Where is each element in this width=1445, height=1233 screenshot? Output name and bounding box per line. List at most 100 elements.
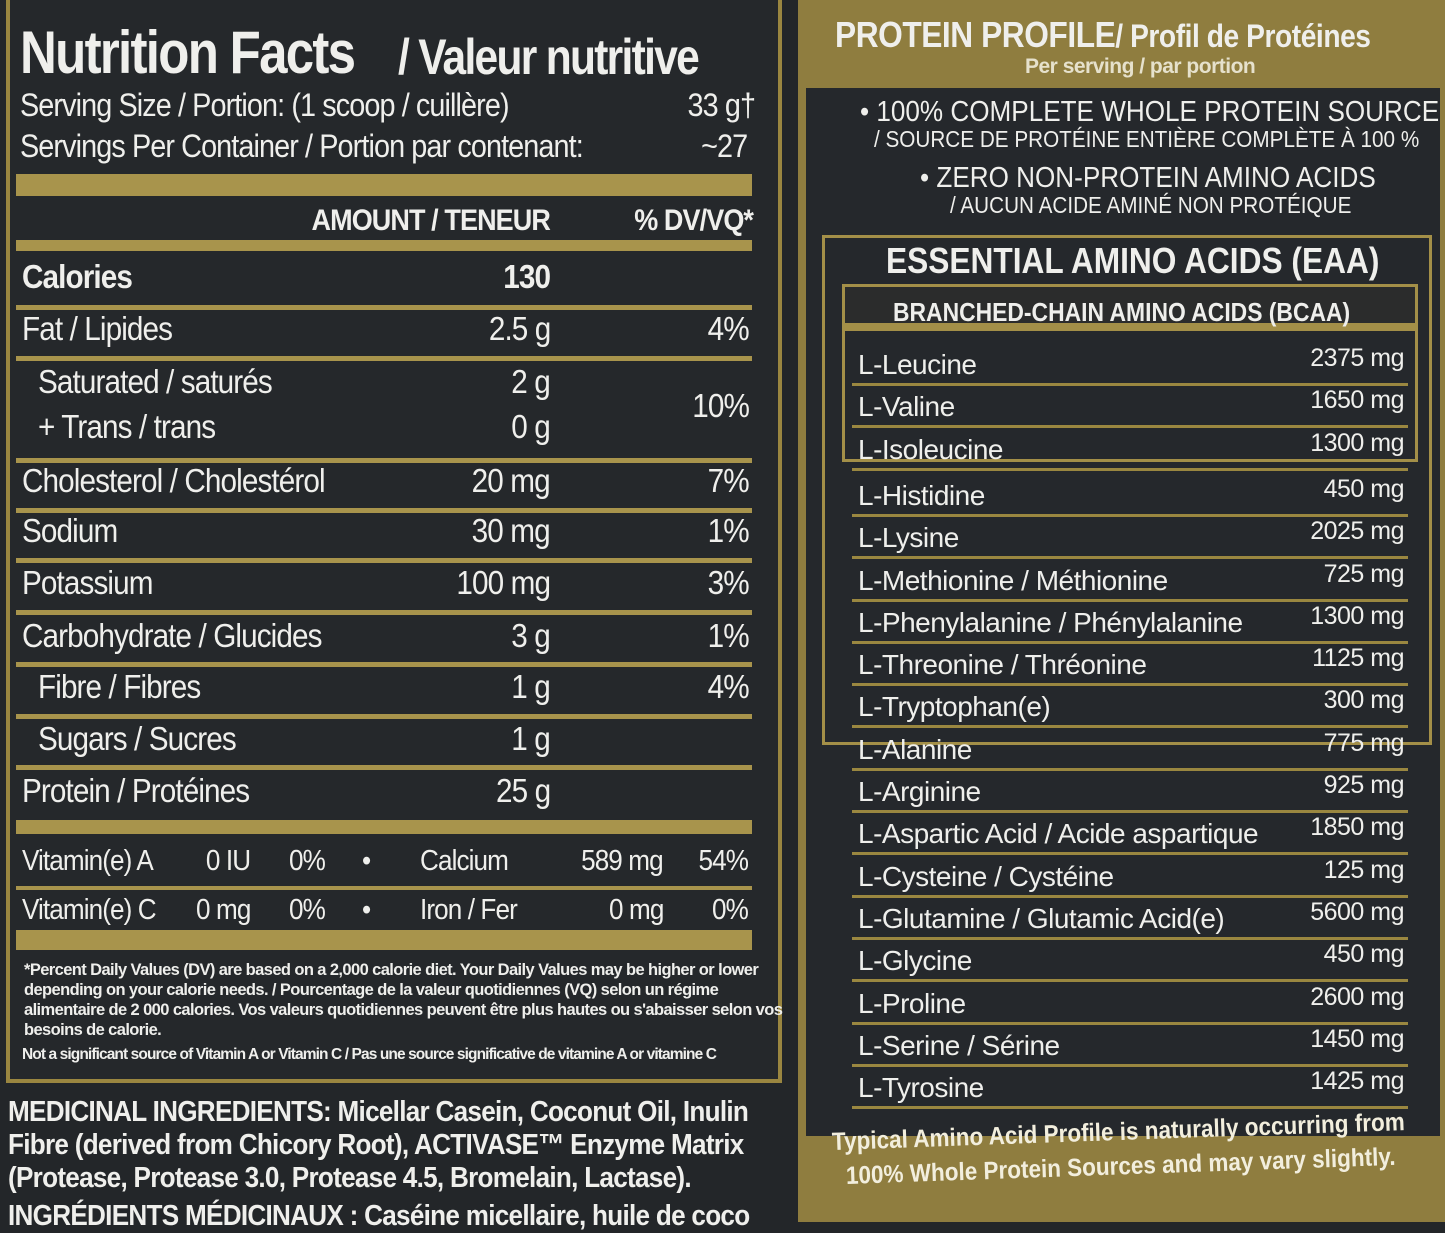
- amino-acid-value: 1300 mg: [1310, 428, 1404, 457]
- ingredients-line: Fibre (derived from Chicory Root), ACTIV…: [8, 1129, 744, 1161]
- amino-acid-name: L-Threonine / Thréonine: [858, 649, 1147, 681]
- divider: [16, 508, 752, 513]
- amino-acid-row: L-Histidine 450 mg: [852, 475, 1408, 517]
- amino-acid-row: L-Lysine 2025 mg: [852, 517, 1408, 560]
- serving-size-label: Serving Size / Portion: (1 scoop / cuill…: [20, 87, 510, 123]
- amino-acid-value: 725 mg: [1323, 559, 1405, 588]
- mineral-label: Calcium: [420, 845, 509, 877]
- amino-acid-row: L-Valine 1650 mg: [852, 386, 1408, 429]
- nutrient-dv: 1%: [707, 617, 750, 654]
- claim-1-fr: / SOURCE DE PROTÉINE ENTIÈRE COMPLÈTE À …: [874, 126, 1420, 152]
- mineral-dv: 0%: [712, 894, 749, 926]
- ingredients-line: (Protease, Protease 3.0, Protease 4.5, B…: [8, 1162, 692, 1194]
- nutrient-label: Fibre / Fibres: [38, 668, 201, 705]
- amino-acid-value: 450 mg: [1323, 940, 1405, 969]
- nutrient-amount: 2.5 g: [488, 310, 550, 347]
- divider-thick: [16, 174, 752, 196]
- amino-acid-name: L-Phenylalanine / Phénylalanine: [858, 606, 1243, 638]
- amino-acid-name: L-Cysteine / Cystéine: [858, 860, 1114, 892]
- amino-acid-row: L-Alanine 775 mg: [852, 729, 1408, 771]
- nutrient-label: Sodium: [22, 512, 118, 549]
- amino-acid-value: 450 mg: [1323, 474, 1405, 503]
- nutrient-dv: 1%: [707, 512, 750, 549]
- title-en: PROTEIN PROFILE: [835, 14, 1116, 55]
- nutrient-amount: 0 g: [511, 408, 550, 445]
- divider: [16, 765, 752, 770]
- amount-header: AMOUNT / TENEUR: [311, 204, 551, 237]
- amino-acid-name: L-Alanine: [858, 733, 972, 765]
- amino-acid-value: 1850 mg: [1310, 813, 1404, 842]
- amino-acid-name: L-Tyrosine: [858, 1072, 984, 1104]
- amino-acid-value: 2025 mg: [1310, 517, 1404, 546]
- amino-acid-name: L-Serine / Sérine: [858, 1029, 1060, 1061]
- amino-acid-name: L-Glycine: [858, 945, 972, 977]
- vitamin-amount: 0 IU: [205, 845, 251, 877]
- amino-acid-value: 125 mg: [1323, 855, 1405, 884]
- vitamin-dv: 0%: [289, 894, 326, 926]
- amino-acid-name: L-Proline: [858, 987, 966, 1019]
- amino-acid-value: 925 mg: [1323, 771, 1405, 799]
- divider: [16, 610, 752, 615]
- nutrient-dv: 10%: [692, 387, 750, 424]
- nutrient-label: Saturated / saturés: [38, 363, 273, 400]
- bullet: •: [362, 894, 371, 926]
- amino-acid-name: L-Isoleucine: [858, 433, 1003, 465]
- per-serving: Per serving / par portion: [1025, 55, 1256, 78]
- amino-acid-row: L-Tryptophan(e) 300 mg: [852, 686, 1408, 729]
- amino-acid-row: L-Glycine 450 mg: [852, 940, 1408, 983]
- claim-1: • 100% COMPLETE WHOLE PROTEIN SOURCE: [860, 96, 1440, 128]
- bcaa-header: [845, 287, 1415, 331]
- divider: [16, 886, 752, 890]
- divider-thick: [16, 820, 752, 834]
- divider: [16, 356, 752, 361]
- divider: [16, 558, 752, 563]
- nutrient-dv: 4%: [707, 310, 750, 347]
- amino-acid-value: 1650 mg: [1310, 386, 1404, 415]
- nutrient-label: Carbohydrate / Glucides: [22, 617, 322, 654]
- divider: [16, 305, 752, 310]
- vitamin-label: Vitamin(e) C: [22, 894, 157, 926]
- amino-acid-value: 1300 mg: [1310, 601, 1404, 630]
- profile-box: [806, 88, 1440, 1136]
- amino-acid-value: 300 mg: [1323, 686, 1405, 715]
- servings-value: ~27: [700, 128, 748, 164]
- not-significant-note: Not a significant source of Vitamin A or…: [22, 1046, 717, 1063]
- amino-acid-name: L-Glutamine / Glutamic Acid(e): [858, 902, 1225, 934]
- mineral-label: Iron / Fer: [420, 894, 518, 926]
- vitamin-label: Vitamin(e) A: [22, 845, 154, 877]
- nutrient-amount: 2 g: [511, 363, 550, 400]
- amino-acid-value: 1425 mg: [1310, 1067, 1404, 1096]
- divider-thick: [16, 930, 752, 950]
- nutrient-label: Calories: [22, 258, 133, 295]
- nutrient-amount: 100 mg: [456, 564, 551, 601]
- amino-acid-row: L-Aspartic Acid / Acide aspartique 1850 m…: [852, 813, 1408, 856]
- ingredients-line: INGRÉDIENTS MÉDICINAUX : Caséine micella…: [8, 1200, 750, 1232]
- amino-acid-value: 775 mg: [1323, 728, 1405, 757]
- amino-acid-value: 2375 mg: [1310, 344, 1404, 372]
- nutrient-amount: 130: [503, 258, 551, 295]
- serving-size-value: 33 g†: [687, 87, 755, 123]
- amino-acid-value: 5600 mg: [1310, 897, 1404, 926]
- nutrient-label: Potassium: [22, 564, 153, 601]
- nutrient-dv: 4%: [707, 668, 750, 705]
- amino-acid-row: L-Proline 2600 mg: [852, 983, 1408, 1025]
- amino-acid-value: 2600 mg: [1310, 982, 1404, 1011]
- amino-acid-row: L-Methionine / Méthionine 725 mg: [852, 560, 1408, 602]
- nutrient-amount: 25 g: [495, 772, 551, 809]
- nutrient-label: Cholesterol / Cholestérol: [22, 462, 326, 499]
- bcaa-title: BRANCHED-CHAIN AMINO ACIDS (BCAA): [893, 297, 1351, 327]
- amino-acid-name: L-Valine: [858, 391, 955, 423]
- vitamin-amount: 0 mg: [195, 894, 251, 926]
- claim-2: • ZERO NON-PROTEIN AMINO ACIDS: [920, 162, 1376, 194]
- eaa-box: [822, 235, 1432, 745]
- nutrient-label: + Trans / trans: [38, 408, 216, 445]
- amino-acid-name: L-Leucine: [858, 349, 977, 380]
- amino-acid-value: 1125 mg: [1312, 644, 1404, 673]
- claim-2-fr: / AUCUN ACIDE AMINÉ NON PROTÉIQUE: [950, 192, 1352, 218]
- bullet: •: [362, 845, 371, 877]
- footnote: *Percent Daily Values (DV) are based on …: [24, 961, 783, 1039]
- nutrient-label: Fat / Lipides: [22, 310, 173, 347]
- mineral-amount: 589 mg: [581, 845, 664, 877]
- nutrient-label: Sugars / Sucres: [38, 720, 237, 757]
- title-fr: / Profil de Protéines: [1115, 18, 1371, 54]
